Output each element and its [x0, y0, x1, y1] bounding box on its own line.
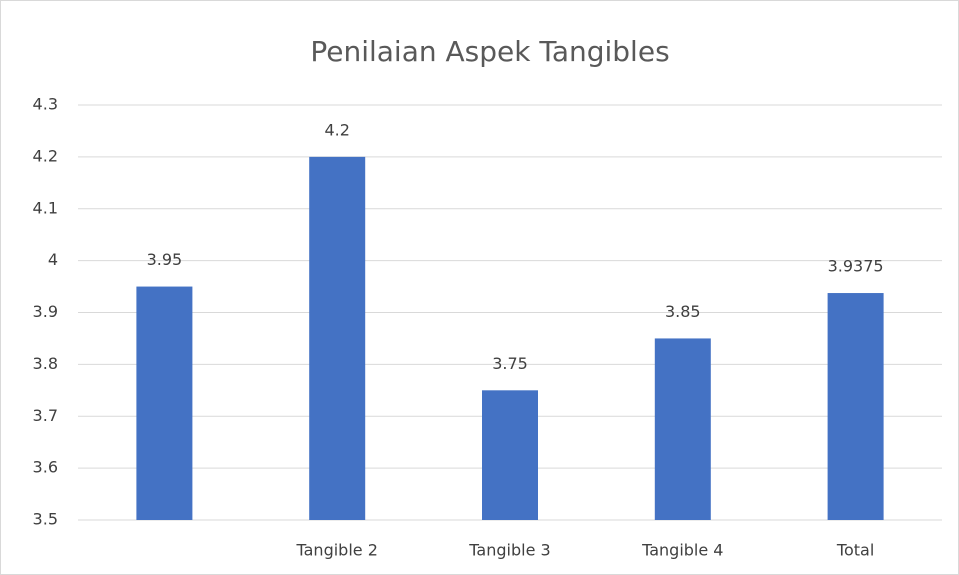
y-tick-label: 3.8	[33, 354, 58, 373]
y-tick-label: 3.9	[33, 302, 58, 321]
y-tick-label: 4	[48, 250, 58, 269]
bar	[309, 156, 366, 520]
chart-title: Penilaian Aspek Tangibles	[310, 35, 669, 68]
data-label: 3.95	[147, 250, 183, 269]
y-tick-label: 3.6	[33, 458, 58, 477]
data-label: 3.9375	[828, 257, 884, 276]
data-label: 3.85	[665, 302, 701, 321]
x-tick-label: Tangible 4	[641, 541, 723, 560]
y-tick-label: 4.1	[33, 198, 58, 217]
x-tick-label: Total	[836, 541, 874, 560]
x-tick-label: Tangible 3	[468, 541, 550, 560]
x-tick-label: Tangible 2	[296, 541, 378, 560]
y-tick-label: 4.3	[33, 95, 58, 114]
bar	[482, 390, 538, 520]
bar	[136, 286, 193, 520]
data-label: 3.75	[492, 354, 528, 373]
data-label: 4.2	[324, 120, 349, 139]
y-tick-label: 3.7	[33, 406, 58, 425]
y-tick-label: 4.2	[33, 146, 58, 165]
bar	[827, 293, 884, 520]
y-tick-label: 3.5	[33, 510, 58, 529]
bar	[654, 338, 711, 520]
